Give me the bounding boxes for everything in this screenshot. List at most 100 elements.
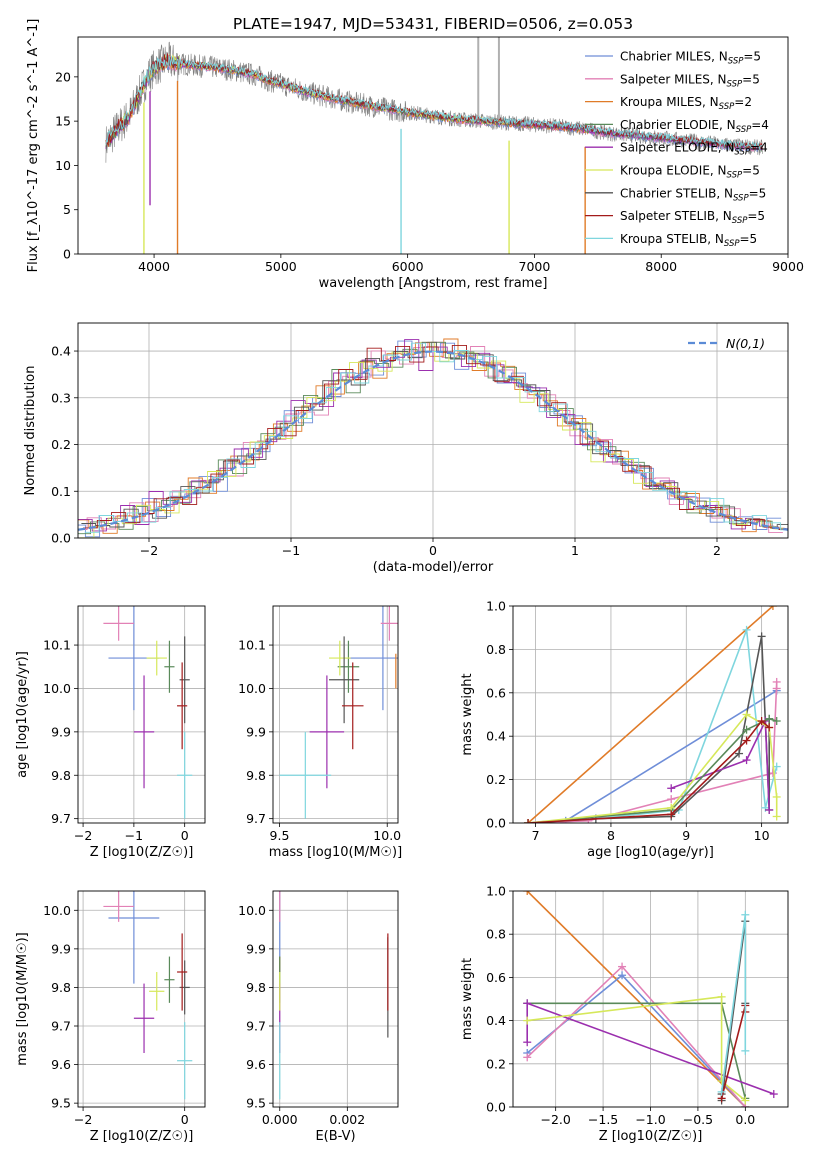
- data-point-kroupa-stelib: [177, 731, 193, 819]
- x-tick-label: 8000: [645, 259, 677, 274]
- y-tick-label: 15: [55, 114, 71, 129]
- x-tick-label: 0.0: [735, 1112, 755, 1127]
- x-tick-label: 0: [181, 1112, 189, 1127]
- y-tick-label: 0.4: [486, 729, 506, 744]
- x-tick-label: −2: [74, 1112, 92, 1127]
- weight-marker: [768, 606, 777, 610]
- x-axis-label: age [log10(age/yr)]: [587, 845, 714, 860]
- y-tick-label: 10: [55, 158, 71, 173]
- y-tick-label: 1.0: [486, 884, 506, 899]
- weight-marker: [667, 795, 676, 804]
- x-axis-label: (data-model)/error: [373, 560, 494, 575]
- y-tick-label: 9.8: [51, 768, 71, 783]
- x-tick-label: 0: [429, 543, 437, 558]
- data-point-chabrier-elodie: [164, 956, 175, 1003]
- y-tick-label: 9.5: [246, 1096, 266, 1111]
- weight-marker: [523, 1016, 532, 1025]
- x-tick-label: 0: [181, 828, 189, 843]
- weight-marker: [765, 714, 774, 723]
- gaussian-curve: [78, 350, 788, 531]
- weight-marker: [667, 810, 676, 819]
- data-point-salpeter-miles: [103, 891, 134, 922]
- y-tick-label: 0.0: [51, 531, 71, 546]
- spectrum-panel: 4000 5000 6000 7000 8000 9000 0 5 10 15 20 Chabrier…: [26, 19, 804, 291]
- y-tick-label: 0.2: [51, 437, 71, 452]
- y-tick-label: 5: [63, 202, 71, 217]
- y-tick-label: 10.1: [43, 638, 71, 653]
- y-tick-label: 9.6: [246, 1057, 266, 1072]
- y-tick-label: 0.8: [486, 642, 506, 657]
- y-tick-label: 9.7: [51, 811, 71, 826]
- model-spectrum-kroupa-stelib: [105, 55, 763, 151]
- x-tick-label: 1: [571, 543, 579, 558]
- axes-frame: [77, 890, 206, 1108]
- weight-marker: [742, 756, 751, 765]
- x-tick-label: 4000: [138, 259, 170, 274]
- weight-line-kroupa-stelib: [528, 629, 778, 823]
- data-point-kroupa-stelib: [177, 1022, 193, 1100]
- massweight-vs-age-plot-area: [524, 606, 781, 823]
- mass-vs-ebv-plot-area: [279, 891, 389, 1100]
- x-tick-label: −0.5: [683, 1112, 713, 1127]
- axes-frame: [77, 322, 789, 539]
- weight-line-kroupa-miles: [527, 606, 774, 823]
- x-tick-label: 2: [713, 543, 721, 558]
- figure-title: PLATE=1947, MJD=53431, FIBERID=0506, z=0…: [233, 15, 633, 33]
- data-point-chabrier-elodie: [164, 640, 175, 693]
- residuals-panel: −2 −1 0 1 2 0.0 0.1 0.2 0.3 0.4 N(0,1) (data-model)…: [23, 322, 789, 575]
- histogram-kroupa-elodie: [79, 341, 788, 538]
- y-tick-label: 10.0: [43, 681, 71, 696]
- spectrum-legend: Chabrier MILES, NSSP=5 Salpeter MILES, NS…: [585, 50, 769, 249]
- legend-label: Chabrier ELODIE, NSSP=4: [620, 118, 769, 135]
- x-tick-label: 8: [607, 828, 615, 843]
- axes-frame: [77, 36, 789, 255]
- x-tick-label: −1.5: [588, 1112, 618, 1127]
- age-vs-Z-panel: −2 −1 0 9.7 9.8 9.9 10.0 10.1 Z [log10(Z/Z☉)] age…: [15, 605, 206, 860]
- axes-frame: [512, 890, 789, 1108]
- y-axis-label: mass weight: [460, 958, 475, 1040]
- weight-marker: [741, 1046, 750, 1055]
- y-tick-label: 0.2: [486, 772, 506, 787]
- x-tick-label: −1.0: [635, 1112, 665, 1127]
- x-axis-label: wavelength [Angstrom, rest frame]: [319, 276, 548, 291]
- weight-marker: [742, 710, 751, 719]
- y-tick-label: 0.6: [486, 970, 506, 985]
- data-point-kroupa-elodie: [146, 640, 167, 676]
- age-vs-Z-plot-area: [103, 606, 193, 819]
- y-tick-label: 10.1: [238, 638, 266, 653]
- legend-label: Salpeter ELODIE, NSSP=4: [620, 141, 768, 158]
- weight-line-kroupa-elodie: [528, 713, 778, 823]
- x-tick-label: 7: [532, 828, 540, 843]
- weight-marker: [772, 792, 781, 801]
- x-tick-label: 9000: [772, 259, 804, 274]
- x-tick-label: −2: [140, 543, 158, 558]
- legend-label: Kroupa STELIB, NSSP=5: [620, 232, 757, 249]
- weight-marker: [618, 971, 627, 980]
- weight-marker: [523, 1038, 532, 1047]
- massweight-vs-Z-panel: −2.0 −1.5 −1.0 −0.5 0.0 0.0 0.2 0.4 0.6 0.8 1.0 Z […: [460, 884, 789, 1144]
- legend-label: Salpeter MILES, NSSP=5: [620, 72, 760, 89]
- y-tick-label: 0.4: [486, 1013, 506, 1028]
- data-point-salpeter-elodie: [309, 675, 345, 789]
- y-tick-label: 0: [63, 247, 71, 262]
- y-tick-label: 9.6: [51, 1057, 71, 1072]
- x-tick-label: −1: [282, 543, 300, 558]
- data-point-salpeter-stelib: [341, 662, 364, 750]
- y-tick-label: 10.0: [238, 903, 266, 918]
- y-tick-label: 9.8: [246, 980, 266, 995]
- data-point-salpeter-elodie: [133, 675, 155, 789]
- weight-marker: [772, 717, 781, 726]
- data-point-salpeter-miles: [380, 606, 398, 641]
- data-point-kroupa-stelib: [279, 731, 332, 819]
- residuals-plot-area: [78, 338, 788, 538]
- y-axis-label: Flux [f_λ10^-17 erg cm^-2 s^-1 A^-1]: [26, 19, 41, 273]
- x-axis-label: E(B-V): [315, 1129, 355, 1144]
- mass-vs-ebv-panel: 0.000 0.002 9.5 9.6 9.7 9.8 9.9 10.0 E(B-V): [238, 890, 399, 1144]
- weight-line-kroupa-elodie: [527, 995, 746, 1102]
- data-point-chabrier-elodie: [337, 640, 360, 693]
- mass-vs-Z-panel: −2 0 9.5 9.6 9.7 9.8 9.9 10.0 Z [log10(Z/Z☉)] mas…: [15, 890, 206, 1144]
- x-tick-label: −2: [74, 828, 92, 843]
- x-tick-label: 9: [682, 828, 690, 843]
- data-point-chabrier-stelib: [179, 636, 190, 724]
- x-tick-label: 7000: [519, 259, 551, 274]
